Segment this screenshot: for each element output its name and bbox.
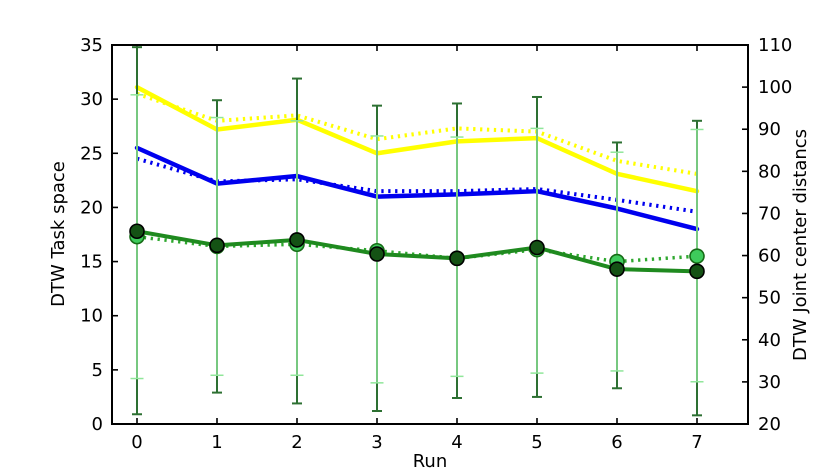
y-right-tick-label: 90 bbox=[758, 119, 781, 140]
y-left-tick-label: 15 bbox=[80, 252, 103, 273]
series-line-blue-solid bbox=[134, 145, 700, 232]
x-tick-label: 0 bbox=[131, 432, 142, 453]
y-right-tick-label: 60 bbox=[758, 246, 781, 267]
y-left-tick-label: 25 bbox=[80, 143, 103, 164]
plot-border bbox=[111, 44, 749, 425]
x-tick-label: 6 bbox=[611, 432, 622, 453]
y-axis-label-right: DTW Joint center distancs bbox=[790, 129, 811, 361]
series-line-blue-dotted bbox=[136, 156, 698, 214]
marker-green-solid bbox=[289, 232, 305, 248]
marker-green-dotted bbox=[689, 248, 705, 264]
marker-green-solid bbox=[689, 263, 705, 280]
y-right-tick-label: 100 bbox=[758, 77, 792, 98]
marker-green-solid bbox=[609, 261, 625, 277]
y-right-tick-label: 70 bbox=[758, 203, 781, 224]
x-tick-label: 2 bbox=[291, 432, 302, 453]
y-left-tick-label: 35 bbox=[80, 35, 103, 56]
y-right-tick-label: 50 bbox=[758, 288, 781, 309]
series-line-yellow-solid bbox=[134, 84, 700, 194]
y-right-tick-label: 40 bbox=[758, 330, 781, 351]
series-line-yellow-dotted bbox=[136, 91, 698, 176]
marker-green-solid bbox=[449, 250, 465, 267]
series-line-green-solid bbox=[135, 229, 699, 274]
y-axis-label-left: DTW Task space bbox=[48, 161, 69, 307]
y-right-tick-label: 30 bbox=[758, 372, 781, 393]
y-left-tick-label: 30 bbox=[80, 89, 103, 110]
y-right-tick-label: 20 bbox=[758, 414, 781, 435]
marker-green-solid bbox=[369, 246, 385, 262]
marker-green-solid bbox=[129, 223, 145, 240]
y-right-tick-label: 80 bbox=[758, 161, 781, 182]
marker-green-solid bbox=[209, 237, 225, 254]
marker-green-solid bbox=[529, 239, 545, 256]
y-left-tick-label: 10 bbox=[80, 306, 103, 327]
y-right-tick-label: 110 bbox=[758, 35, 792, 56]
x-tick-label: 7 bbox=[691, 432, 702, 453]
y-left-tick-label: 20 bbox=[80, 197, 103, 218]
y-left-tick-label: 0 bbox=[92, 414, 103, 435]
y-left-tick-label: 5 bbox=[92, 360, 103, 381]
x-tick-label: 4 bbox=[451, 432, 462, 453]
x-axis-label: Run bbox=[413, 451, 448, 471]
x-tick-label: 1 bbox=[211, 432, 222, 453]
x-tick-label: 5 bbox=[531, 432, 542, 453]
x-tick-label: 3 bbox=[371, 432, 382, 453]
